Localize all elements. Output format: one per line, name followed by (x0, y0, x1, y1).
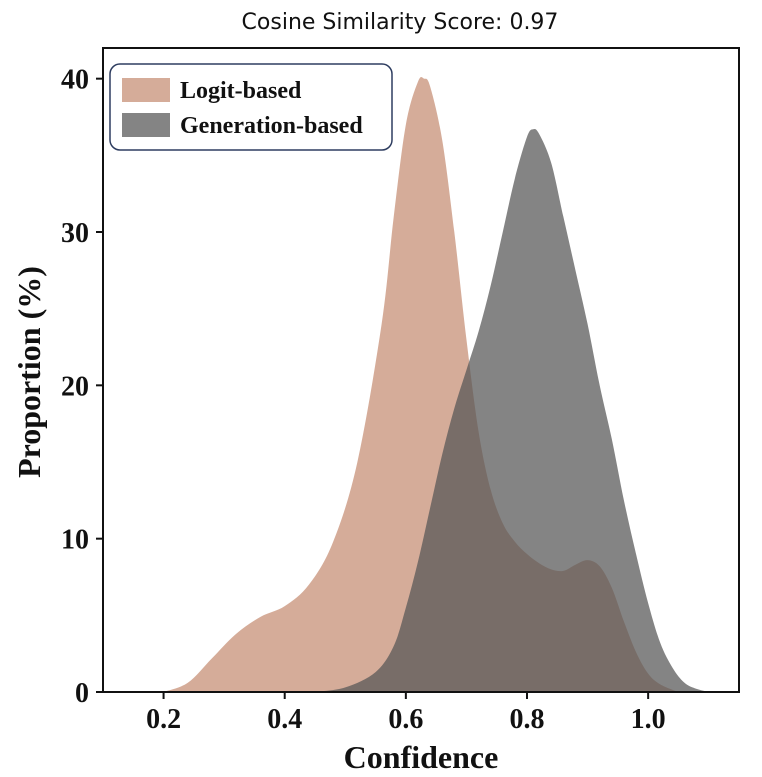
y-tick-label: 0 (75, 678, 89, 709)
x-tick-label: 0.6 (388, 704, 423, 735)
x-tick-label: 1.0 (631, 704, 666, 735)
y-tick-label: 20 (61, 371, 89, 402)
area-generation-based (315, 128, 709, 693)
y-tick-label: 30 (61, 218, 89, 249)
x-axis-ticks: 0.2 0.4 0.6 0.8 1.0 (146, 692, 666, 735)
chart-title: Cosine Similarity Score: 0.97 (242, 10, 559, 35)
legend-label-generation-based: Generation-based (180, 113, 363, 139)
legend-swatch-generation-based (122, 113, 170, 137)
y-axis-ticks: 0 10 20 30 40 (61, 65, 103, 709)
legend-box (109, 63, 393, 151)
y-axis-label: Proportion (%) (11, 266, 47, 478)
area-logit-based (163, 77, 679, 692)
legend-swatch-logit-based (122, 78, 170, 102)
x-axis-label: Confidence (344, 739, 499, 775)
legend-label-logit-based: Logit-based (180, 78, 302, 104)
legend: Logit-based Generation-based (109, 63, 393, 151)
y-tick-label: 40 (61, 65, 89, 96)
x-tick-label: 0.8 (510, 704, 545, 735)
y-tick-label: 10 (61, 525, 89, 556)
series-areas (163, 77, 709, 693)
x-tick-label: 0.2 (146, 704, 181, 735)
plot-frame (102, 47, 740, 693)
x-tick-label: 0.4 (267, 704, 302, 735)
